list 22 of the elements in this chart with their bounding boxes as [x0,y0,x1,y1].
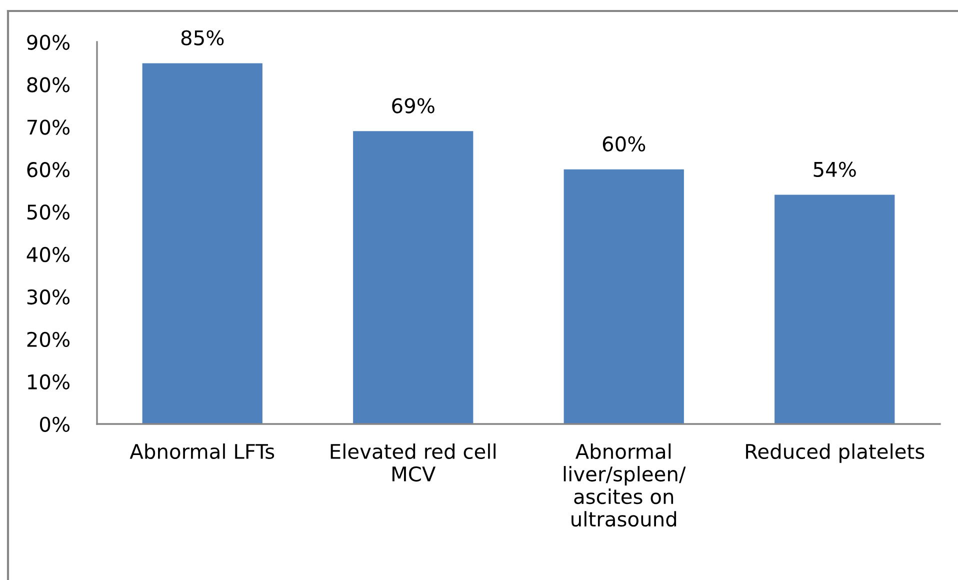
bar [142,63,262,424]
x-tick-label: Elevated red cell MCV [330,443,496,482]
bar [564,169,684,424]
data-label: 54% [814,162,856,178]
x-tick-label: Abnormal liver/spleen/ ascites on ultrasound [564,443,686,527]
x-tick-label: Reduced platelets [746,443,924,463]
y-tick-label: 0% [40,416,70,432]
data-label: 60% [602,136,646,152]
y-tick-label: 50% [27,204,70,220]
y-tick-label: 80% [27,77,70,92]
x-tick-label: Abnormal LFTs [130,443,274,460]
y-tick-label: 70% [28,120,70,135]
data-label: 85% [181,30,224,46]
y-tick-label: 60% [27,162,70,178]
y-tick-label: 40% [26,246,70,262]
y-tick-label: 20% [27,332,70,348]
data-label: 69% [392,98,434,114]
bar [774,194,895,424]
y-tick-label: 10% [28,374,70,390]
bar [353,131,474,424]
y-tick-label: 30% [27,289,70,305]
y-tick-label: 90% [27,34,70,50]
